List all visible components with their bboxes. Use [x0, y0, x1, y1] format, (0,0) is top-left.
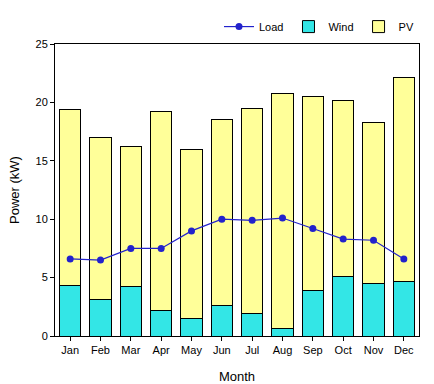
svg-text:Mar: Mar [121, 344, 140, 356]
svg-text:Month: Month [219, 369, 255, 384]
svg-text:Power (kW): Power (kW) [7, 156, 22, 224]
svg-text:Jun: Jun [213, 344, 231, 356]
svg-text:Apr: Apr [153, 344, 170, 356]
svg-text:Feb: Feb [91, 344, 110, 356]
svg-text:5: 5 [42, 271, 48, 283]
svg-text:PV: PV [399, 21, 414, 33]
svg-text:15: 15 [36, 155, 48, 167]
svg-text:Jul: Jul [245, 344, 259, 356]
svg-text:Jan: Jan [61, 344, 79, 356]
svg-text:Dec: Dec [394, 344, 414, 356]
svg-text:Wind: Wind [328, 21, 353, 33]
svg-text:Oct: Oct [335, 344, 352, 356]
svg-text:Sep: Sep [303, 344, 323, 356]
svg-text:25: 25 [36, 38, 48, 50]
svg-text:Nov: Nov [364, 344, 384, 356]
svg-text:10: 10 [36, 213, 48, 225]
svg-text:0: 0 [42, 330, 48, 342]
svg-text:Aug: Aug [273, 344, 293, 356]
svg-text:20: 20 [36, 96, 48, 108]
svg-text:May: May [181, 344, 202, 356]
svg-text:Load: Load [259, 21, 283, 33]
